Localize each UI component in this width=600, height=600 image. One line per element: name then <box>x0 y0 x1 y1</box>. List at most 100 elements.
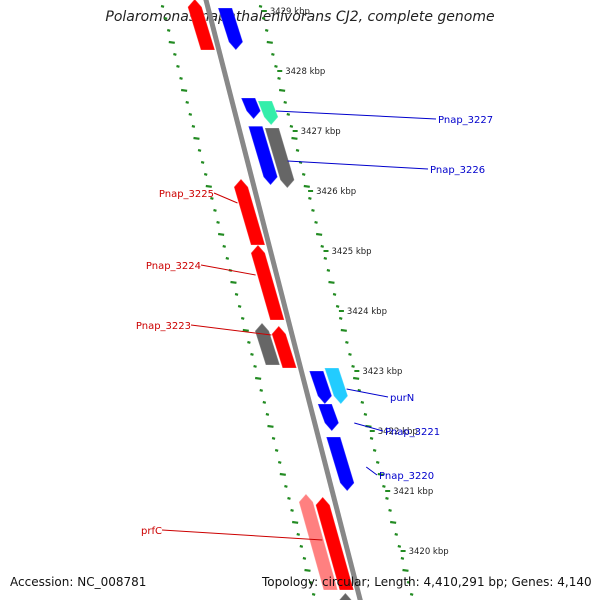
gc-dot-right <box>315 232 323 236</box>
gc-dot-left <box>290 508 294 512</box>
gc-dot-left <box>279 472 286 476</box>
gc-dot-right <box>328 280 335 284</box>
gc-dot-right <box>326 268 331 272</box>
tick-label: 3428 kbp <box>285 67 325 77</box>
gc-dot-left <box>253 364 257 368</box>
tick-label: 3424 kbp <box>347 307 387 317</box>
gc-dot-right <box>291 136 298 140</box>
gene-label[interactable]: Pnap_3227 <box>438 115 493 126</box>
gc-dot-left <box>185 100 189 104</box>
gc-dot-left <box>267 424 274 428</box>
gene-feature[interactable] <box>298 494 338 590</box>
gc-dot-right <box>301 172 306 176</box>
gene-labels: Pnap_3227 Pnap_3226 Pnap_3225 Pnap_3224 Pnap… <box>136 110 493 541</box>
gc-dot-left <box>262 400 267 404</box>
gc-dot-right <box>390 520 397 524</box>
gc-dot-left <box>180 88 188 92</box>
gene-feature[interactable] <box>218 8 243 50</box>
gene-feature[interactable] <box>241 98 261 119</box>
gene-outline <box>271 325 298 369</box>
gc-dot-left <box>230 280 237 284</box>
tick-label: 3423 kbp <box>362 367 402 377</box>
gene-outline <box>264 127 295 189</box>
gene-feature[interactable] <box>324 368 348 404</box>
gene-outline <box>187 0 216 51</box>
tick-label: 3429 kbp <box>270 7 310 17</box>
gene-outline <box>217 7 244 51</box>
label-leader-line <box>276 110 437 120</box>
gene-outline <box>315 496 355 591</box>
gc-dot-right <box>377 472 384 476</box>
gc-dot-right <box>382 484 386 488</box>
gene-feature[interactable] <box>257 101 279 125</box>
gc-dot-right <box>283 100 287 104</box>
gene-label[interactable]: Pnap_3224 <box>146 261 201 272</box>
gene-feature[interactable] <box>264 128 295 188</box>
label-leader-line <box>161 529 323 541</box>
gc-dot-left <box>259 388 264 392</box>
gc-dot-right <box>303 184 310 188</box>
gc-dot-left <box>296 532 301 536</box>
gene-label[interactable]: Pnap_3223 <box>136 321 191 332</box>
gc-dot-right <box>372 448 377 452</box>
gc-dot-left <box>287 496 291 500</box>
label-leader-line <box>354 422 384 432</box>
label-leader-line <box>200 264 256 276</box>
gene-feature[interactable] <box>248 126 278 185</box>
gene-outline <box>308 370 333 405</box>
gene-outline <box>247 125 279 186</box>
label-leader-line <box>287 160 429 170</box>
gene-feature[interactable] <box>326 437 355 491</box>
gene-feature[interactable] <box>317 404 339 431</box>
gene-label[interactable]: Pnap_3225 <box>159 189 214 200</box>
gene-feature[interactable] <box>271 326 297 368</box>
gc-dot-left <box>188 112 193 116</box>
gc-dot-left <box>205 184 212 188</box>
backbone <box>203 0 363 600</box>
gene-feature[interactable] <box>234 179 265 245</box>
gc-dot-right <box>264 28 269 32</box>
gene-feature[interactable] <box>309 371 332 404</box>
gc-dot-right <box>266 40 273 44</box>
gene-label[interactable]: purN <box>390 393 414 404</box>
gc-dot-left <box>265 412 270 416</box>
gc-dot-right <box>335 304 340 308</box>
gene-label[interactable]: Pnap_3221 <box>385 427 440 438</box>
label-leader-line <box>190 324 272 336</box>
gene-label[interactable]: prfC <box>141 526 162 537</box>
gc-dot-right <box>409 592 414 596</box>
gene-outline <box>323 367 349 405</box>
gc-dot-left <box>160 4 165 8</box>
gc-dot-left <box>203 172 208 176</box>
gene-feature[interactable] <box>250 245 285 320</box>
gc-dot-left <box>237 304 242 308</box>
gc-dot-left <box>179 76 183 80</box>
gene-feature[interactable] <box>187 0 215 50</box>
gene-feature[interactable] <box>315 497 354 590</box>
gc-dot-left <box>200 160 205 164</box>
gc-dot-right <box>338 316 343 320</box>
gene-feature[interactable] <box>338 593 360 600</box>
gc-dot-right <box>261 16 266 20</box>
gc-dot-right <box>278 88 286 92</box>
gc-dot-right <box>286 112 291 116</box>
gc-dot-left <box>308 580 313 584</box>
gc-dot-right <box>406 580 411 584</box>
gc-dot-left <box>255 376 262 380</box>
gc-dot-right <box>311 208 315 212</box>
gene-label[interactable]: Pnap_3220 <box>379 471 434 482</box>
gene-outline <box>317 403 340 432</box>
gene-label[interactable]: Pnap_3226 <box>430 165 485 176</box>
gc-dot-right <box>369 436 374 440</box>
gc-dot-right <box>353 376 360 380</box>
tick-label: 3425 kbp <box>332 247 372 257</box>
tick-label: 3427 kbp <box>301 127 341 137</box>
topology-text: Topology: circular; Length: 4,410,291 bp… <box>262 575 592 589</box>
gc-dot-left <box>271 436 276 440</box>
gene-outline <box>298 493 339 591</box>
gc-dot-left <box>284 484 288 488</box>
gc-dot-left <box>210 196 214 200</box>
gc-dot-right <box>271 52 275 56</box>
gene-outline <box>233 178 266 246</box>
